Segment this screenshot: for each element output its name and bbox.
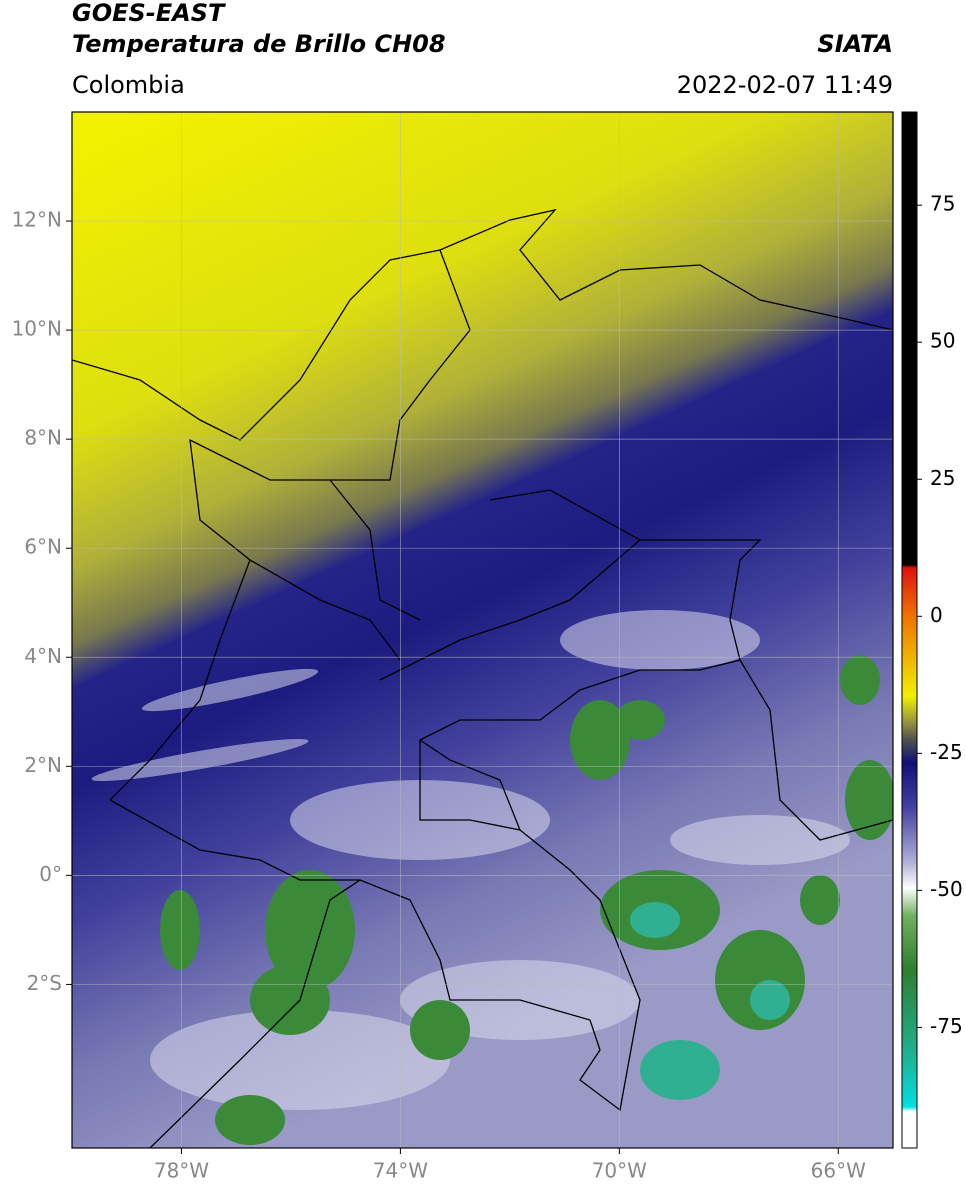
colorbar-tick-label: -25 (930, 740, 963, 764)
region: Colombia (72, 71, 185, 99)
title: GOES-EAST (72, 0, 226, 27)
graticule (72, 112, 893, 1148)
lon-tick-label: 70°W (592, 1159, 647, 1183)
colorbar-tick-label: 25 (930, 466, 955, 490)
lon-tick-label: 74°W (373, 1159, 428, 1183)
source: SIATA (817, 30, 893, 58)
colorbar (901, 111, 918, 1149)
map-frame (71, 111, 894, 1149)
imagery (72, 112, 893, 1148)
colorbar-tick-label: -50 (930, 877, 963, 901)
lat-tick-label: 0° (39, 862, 62, 886)
datetime: 2022-02-07 11:49 (677, 71, 893, 99)
colorbar-tick-label: 50 (930, 329, 955, 353)
colorbar-tick-label: -75 (930, 1014, 963, 1038)
lat-tick-label: 2°N (24, 753, 62, 777)
lat-tick-label: 12°N (12, 208, 62, 232)
lon-tick-label: 78°W (154, 1159, 209, 1183)
lat-tick-label: 4°N (24, 644, 62, 668)
colorbar-tick-label: 75 (930, 192, 955, 216)
lat-tick-label: 8°N (24, 426, 62, 450)
lat-tick-label: 6°N (24, 535, 62, 559)
subtitle: Temperatura de Brillo CH08 (72, 30, 446, 58)
lat-tick-label: 2°S (27, 971, 62, 995)
lat-tick-label: 10°N (12, 317, 62, 341)
lon-tick-label: 66°W (811, 1159, 866, 1183)
colorbar-tick-label: 0 (930, 603, 943, 627)
